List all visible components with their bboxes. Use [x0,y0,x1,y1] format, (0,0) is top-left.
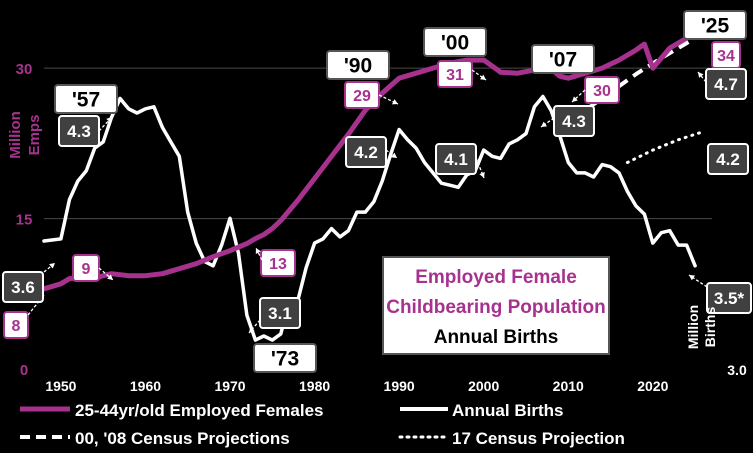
birth-label-4-arrowhead [479,172,485,178]
employed-label-4-text: 31 [446,67,464,84]
birth-label-6-arrowhead [698,72,704,78]
birth-label-8-text: 3.5* [714,289,745,308]
employed-label-2-text: 13 [269,256,287,273]
legend-label-census-08: 00, '08 Census Projections [75,429,290,448]
birth-label-5-text: 4.3 [562,112,586,131]
right-tick-label: 3.0 [727,362,747,378]
birth-label-0-text: 3.6 [11,278,35,297]
birth-label-8-arrowhead [689,275,695,281]
employed-label-2-box [260,249,296,277]
right-axis-label-line1: Million [685,305,701,349]
birth-label-3-arrowhead [391,152,397,158]
birth-label-0-arrowhead [49,263,55,269]
birth-label-7-box [707,143,749,175]
left-axis-label-line1: Million [7,111,24,159]
inset-title-line2: Childbearing Population [386,297,606,318]
year-label-3-text: '00 [441,32,469,55]
x-tick-label: 1980 [299,378,330,394]
legend-label-employed: 25-44yr/old Employed Females [75,401,324,420]
x-tick-label: 1970 [214,378,245,394]
year-label-1-text: '73 [271,348,299,371]
legend-label-census-17: 17 Census Projection [452,429,625,448]
employed-label-6-text: 34 [717,48,735,65]
x-tick-label: 1950 [45,378,76,394]
employed-label-5-leader [571,89,586,103]
series-line-2 [558,31,705,130]
x-tick-label: 1960 [130,378,161,394]
employed-label-0-box [3,311,29,339]
birth-label-6-box [705,68,747,100]
inset-title-box: Employed Female Childbearing Population … [382,256,610,355]
employed-label-5-arrowhead [572,96,578,102]
employed-label-3-text: 29 [353,88,371,105]
year-label-0-box [54,84,118,114]
year-label-3-box [423,27,487,57]
series-line-1 [42,94,697,342]
inset-box-frame [382,256,610,355]
series-line-3 [625,130,705,164]
employed-label-4-arrowhead [480,74,486,80]
inset-title-line1: Employed Female [415,267,577,288]
x-tick-label: 2010 [553,378,584,394]
birth-label-2-arrowhead [249,327,255,333]
year-label-5-text: '25 [701,15,730,38]
birth-label-2-box [259,297,301,329]
birth-label-5-arrowhead [541,121,547,127]
callouts: '57 '73 '90 '00 '07 '25 8 9 13 29 31 30 34 3.6 4.3 3.1 4… [2,10,752,373]
left-axis-label-line2: Emps [26,115,43,156]
birth-label-1-text: 4.3 [67,122,91,141]
birth-label-1-arrowhead [106,117,112,123]
birth-label-8-box [706,282,752,314]
series-line-0 [41,25,706,292]
legend-label-births: Annual Births [452,401,563,420]
employed-label-1-text: 9 [82,261,91,278]
employed-label-2-arrowhead [255,248,261,254]
left-tick-label: 30 [16,61,33,78]
birth-label-5-box [553,105,595,137]
inset-title-line3: Annual Births [434,327,559,348]
birth-label-7-text: 4.2 [716,150,740,169]
x-tick-label: 2020 [637,378,668,394]
year-label-4-text: '07 [549,49,577,72]
right-axis-label-line2: Births [702,307,718,348]
birth-label-6-text: 4.7 [714,75,738,94]
employed-label-3-arrowhead [392,99,398,105]
left-tick-label: 15 [16,212,33,229]
left-tick-label: 0 [20,362,28,379]
birth-label-5-leader [540,117,555,128]
year-label-4-box [531,44,595,74]
x-tick-label: 1990 [384,378,415,394]
x-tick-label: 2000 [468,378,499,394]
birth-label-4-text: 4.1 [444,150,468,169]
birth-label-2-leader [248,319,261,334]
employed-label-0-text: 8 [12,318,21,335]
year-label-0-text: '57 [72,89,100,112]
year-label-5-box [683,10,747,40]
employed-label-1-arrowhead [107,274,113,280]
legend: 25-44yr/old Employed Females Annual Birt… [20,401,625,448]
year-label-2-box [326,50,390,80]
year-label-1-box [253,343,317,373]
birth-label-3-text: 4.2 [354,143,378,162]
employed-label-4-leader [471,69,487,81]
employed-label-5-text: 30 [593,83,611,100]
birth-label-3-box [345,136,387,168]
year-label-2-text: '90 [344,55,372,78]
birth-label-2-text: 3.1 [268,304,292,323]
birth-label-0-box [2,271,44,303]
series-lines [41,25,706,342]
employed-label-4-box [437,60,473,88]
birth-label-8-leader [688,274,708,288]
